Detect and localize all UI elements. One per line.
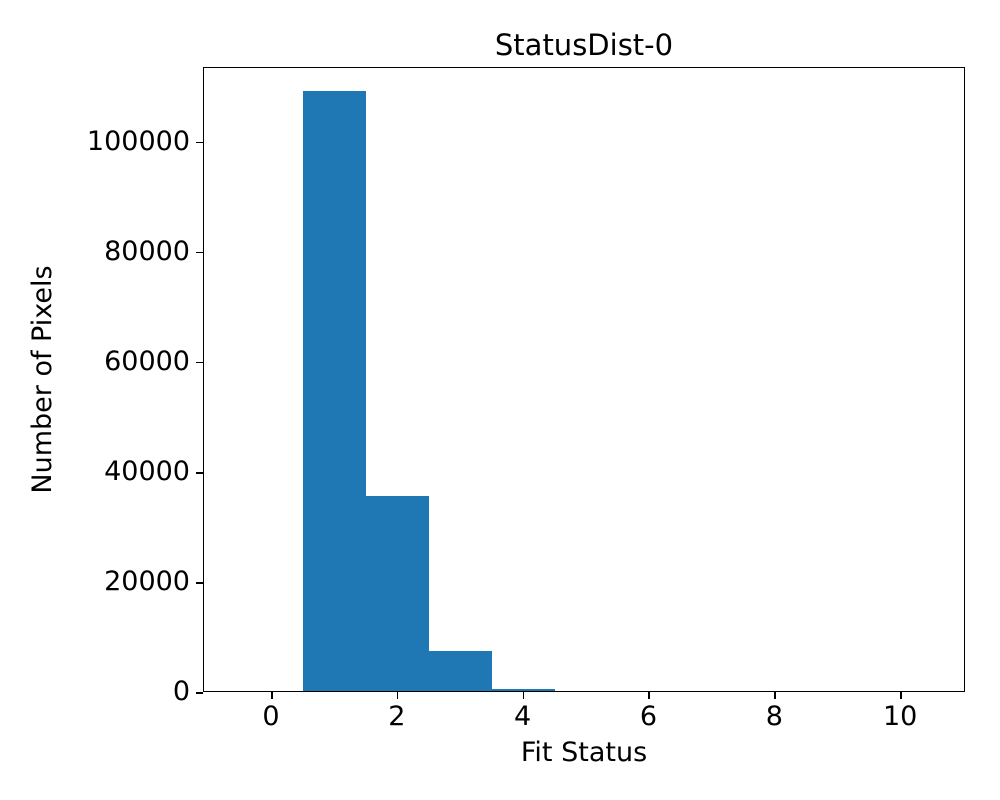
histogram-bars	[204, 68, 964, 691]
y-tick-mark	[196, 361, 203, 364]
histogram-bar	[492, 688, 556, 691]
plot-area	[203, 67, 965, 692]
y-tick-label: 60000	[104, 345, 190, 377]
x-axis-label: Fit Status	[520, 737, 648, 768]
x-tick-label: 10	[883, 701, 918, 732]
x-tick-mark	[900, 692, 902, 699]
y-axis-label: Number of Pixels	[27, 265, 58, 494]
y-tick-mark	[196, 471, 203, 474]
chart-title: StatusDist-0	[494, 28, 674, 62]
x-tick-label: 6	[639, 701, 658, 732]
x-tick-label: 4	[514, 701, 532, 732]
x-tick-mark	[522, 692, 525, 699]
y-tick-label: 0	[172, 676, 190, 707]
x-tick-mark	[774, 692, 776, 699]
y-tick-mark	[196, 581, 203, 584]
x-tick-label: 8	[765, 701, 783, 732]
y-tick-label: 40000	[104, 455, 190, 487]
x-tick-label: 0	[262, 701, 280, 732]
y-tick-mark	[196, 692, 203, 694]
y-tick-label: 100000	[86, 125, 190, 157]
x-tick-mark	[270, 692, 273, 699]
x-tick-label: 2	[388, 701, 406, 732]
x-tick-mark	[396, 692, 399, 699]
y-tick-label: 20000	[104, 565, 190, 597]
y-tick-mark	[196, 251, 203, 254]
y-tick-label: 80000	[104, 235, 190, 267]
histogram-bar	[429, 650, 493, 691]
histogram-bar	[366, 495, 430, 691]
y-tick-mark	[196, 141, 203, 144]
histogram-bar	[303, 91, 367, 691]
x-tick-mark	[648, 692, 651, 699]
